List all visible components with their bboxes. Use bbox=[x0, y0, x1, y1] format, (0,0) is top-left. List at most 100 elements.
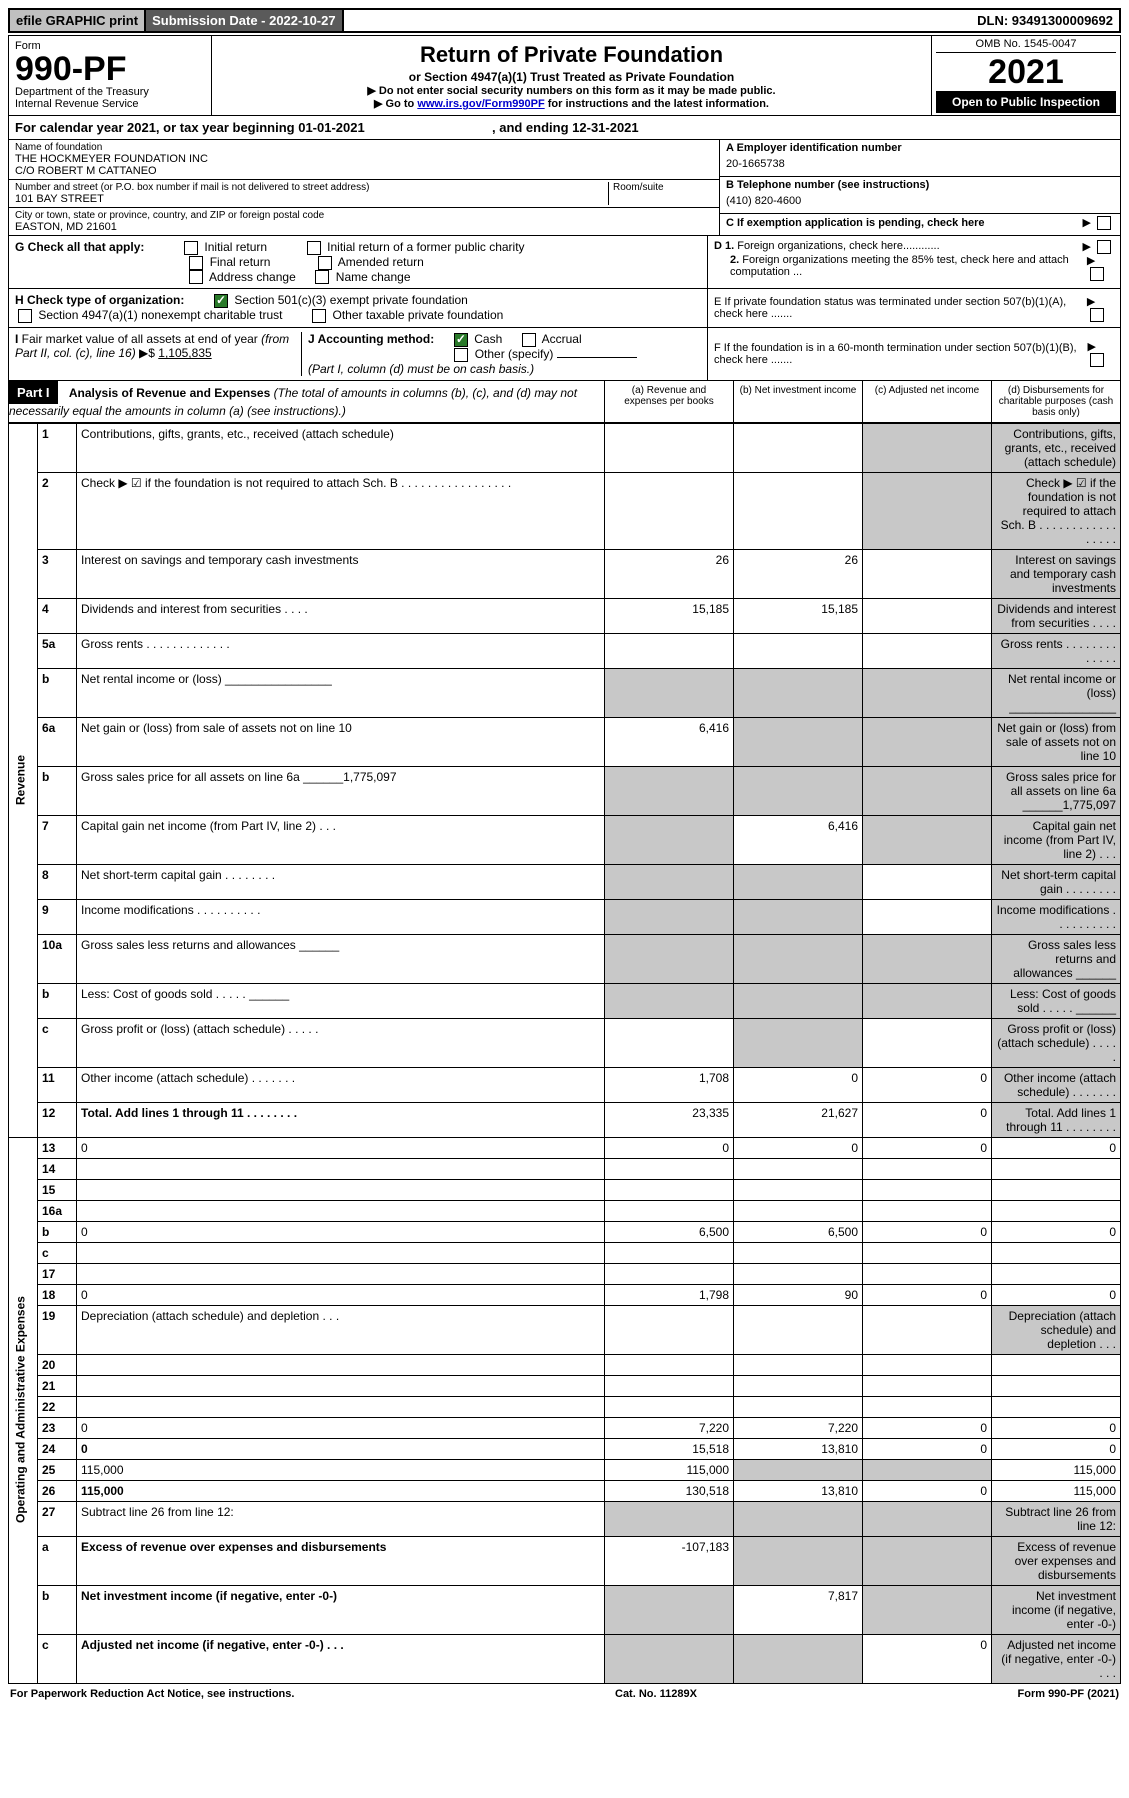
j-accrual-checkbox[interactable] bbox=[522, 333, 536, 347]
amount-col-a bbox=[605, 1179, 734, 1200]
note-2-pre: ▶ Go to bbox=[374, 98, 417, 110]
h-other-checkbox[interactable] bbox=[312, 309, 326, 323]
amount-col-c bbox=[863, 1501, 992, 1536]
amount-col-c: 0 bbox=[863, 1221, 992, 1242]
amount-col-c bbox=[863, 717, 992, 766]
table-row: 21 bbox=[9, 1375, 1121, 1396]
f-checkbox[interactable] bbox=[1090, 353, 1104, 367]
amount-col-b bbox=[734, 717, 863, 766]
efile-label[interactable]: efile GRAPHIC print bbox=[10, 10, 146, 31]
h-label: H Check type of organization: bbox=[15, 293, 184, 307]
line-number: 8 bbox=[38, 864, 77, 899]
amount-col-d: Subtract line 26 from line 12: bbox=[992, 1501, 1121, 1536]
h-item-2: Section 4947(a)(1) nonexempt charitable … bbox=[38, 308, 282, 322]
e-checkbox[interactable] bbox=[1090, 308, 1104, 322]
amount-col-d: Gross sales price for all assets on line… bbox=[992, 766, 1121, 815]
amount-col-c bbox=[863, 1242, 992, 1263]
table-row: 12Total. Add lines 1 through 11 . . . . … bbox=[9, 1102, 1121, 1137]
h-4947-checkbox[interactable] bbox=[18, 309, 32, 323]
entity-block: Name of foundation THE HOCKMEYER FOUNDAT… bbox=[8, 140, 1121, 236]
tax-year: 2021 bbox=[936, 55, 1116, 89]
amount-col-c bbox=[863, 1179, 992, 1200]
g-amended-checkbox[interactable] bbox=[318, 256, 332, 270]
instructions-link[interactable]: www.irs.gov/Form990PF bbox=[417, 98, 544, 110]
d1-checkbox[interactable] bbox=[1097, 240, 1111, 254]
city-state-zip: EASTON, MD 21601 bbox=[15, 221, 713, 233]
d1-text: Foreign organizations, check here.......… bbox=[737, 240, 939, 252]
amount-col-b bbox=[734, 472, 863, 549]
g-address-change-checkbox[interactable] bbox=[189, 270, 203, 284]
amount-col-c bbox=[863, 423, 992, 472]
part-1-table: Revenue1Contributions, gifts, grants, et… bbox=[8, 423, 1121, 1684]
g-initial-public-checkbox[interactable] bbox=[307, 241, 321, 255]
line-number: 9 bbox=[38, 899, 77, 934]
form-header: Form 990-PF Department of the Treasury I… bbox=[8, 35, 1121, 116]
table-row: 27Subtract line 26 from line 12:Subtract… bbox=[9, 1501, 1121, 1536]
amount-col-d: Dividends and interest from securities .… bbox=[992, 598, 1121, 633]
amount-col-a bbox=[605, 899, 734, 934]
table-row: 6aNet gain or (loss) from sale of assets… bbox=[9, 717, 1121, 766]
g-item-3: Amended return bbox=[338, 255, 424, 269]
phone-label: B Telephone number (see instructions) bbox=[726, 179, 1114, 191]
c-checkbox[interactable] bbox=[1097, 216, 1111, 230]
j-cash-checkbox[interactable] bbox=[454, 333, 468, 347]
line-number: 6a bbox=[38, 717, 77, 766]
part-1-header-row: Part I Analysis of Revenue and Expenses … bbox=[8, 381, 1121, 423]
table-row: 17 bbox=[9, 1263, 1121, 1284]
amount-col-a bbox=[605, 1585, 734, 1634]
line-number: 18 bbox=[38, 1284, 77, 1305]
amount-col-c bbox=[863, 472, 992, 549]
amount-col-d: 0 bbox=[992, 1221, 1121, 1242]
table-row: 4Dividends and interest from securities … bbox=[9, 598, 1121, 633]
amount-col-b bbox=[734, 983, 863, 1018]
amount-col-c bbox=[863, 1585, 992, 1634]
table-row: 7Capital gain net income (from Part IV, … bbox=[9, 815, 1121, 864]
table-row: 2Check ▶ ☑ if the foundation is not requ… bbox=[9, 472, 1121, 549]
addr-label: Number and street (or P.O. box number if… bbox=[15, 182, 604, 193]
amount-col-b: 15,185 bbox=[734, 598, 863, 633]
line-description bbox=[77, 1200, 605, 1221]
g-name-change-checkbox[interactable] bbox=[315, 270, 329, 284]
table-row: 19Depreciation (attach schedule) and dep… bbox=[9, 1305, 1121, 1354]
amount-col-b bbox=[734, 1200, 863, 1221]
amount-col-c bbox=[863, 1459, 992, 1480]
amount-col-b: 7,220 bbox=[734, 1417, 863, 1438]
d2-checkbox[interactable] bbox=[1090, 267, 1104, 281]
amount-col-a bbox=[605, 668, 734, 717]
line-description bbox=[77, 1263, 605, 1284]
amount-col-c bbox=[863, 766, 992, 815]
amount-col-a bbox=[605, 815, 734, 864]
submission-date: Submission Date - 2022-10-27 bbox=[146, 10, 344, 31]
amount-col-c bbox=[863, 899, 992, 934]
table-row: 3Interest on savings and temporary cash … bbox=[9, 549, 1121, 598]
street-address: 101 BAY STREET bbox=[15, 193, 604, 205]
amount-col-a bbox=[605, 934, 734, 983]
amount-col-a: 7,220 bbox=[605, 1417, 734, 1438]
line-number: 14 bbox=[38, 1158, 77, 1179]
g-final-return-checkbox[interactable] bbox=[189, 256, 203, 270]
d2-text: Foreign organizations meeting the 85% te… bbox=[730, 254, 1069, 278]
line-description: Capital gain net income (from Part IV, l… bbox=[77, 815, 605, 864]
table-row: c bbox=[9, 1242, 1121, 1263]
line-description: Interest on savings and temporary cash i… bbox=[77, 549, 605, 598]
table-row: 20 bbox=[9, 1354, 1121, 1375]
footer-mid: Cat. No. 11289X bbox=[615, 1688, 697, 1700]
line-number: b bbox=[38, 1221, 77, 1242]
cal-end: , and ending 12-31-2021 bbox=[492, 120, 639, 135]
line-number: 26 bbox=[38, 1480, 77, 1501]
amount-col-d bbox=[992, 1242, 1121, 1263]
line-description: 0 bbox=[77, 1417, 605, 1438]
table-row: Operating and Administrative Expenses130… bbox=[9, 1137, 1121, 1158]
form-subtitle: or Section 4947(a)(1) Trust Treated as P… bbox=[218, 70, 925, 84]
amount-col-d: Net investment income (if negative, ente… bbox=[992, 1585, 1121, 1634]
amount-col-b: 90 bbox=[734, 1284, 863, 1305]
irs: Internal Revenue Service bbox=[15, 98, 205, 110]
table-row: 16a bbox=[9, 1200, 1121, 1221]
table-row: 26115,000130,51813,8100115,000 bbox=[9, 1480, 1121, 1501]
h-501c3-checkbox[interactable] bbox=[214, 294, 228, 308]
g-initial-return-checkbox[interactable] bbox=[184, 241, 198, 255]
line-number: 10a bbox=[38, 934, 77, 983]
j-other-checkbox[interactable] bbox=[454, 348, 468, 362]
amount-col-c bbox=[863, 1396, 992, 1417]
amount-col-d: Excess of revenue over expenses and disb… bbox=[992, 1536, 1121, 1585]
